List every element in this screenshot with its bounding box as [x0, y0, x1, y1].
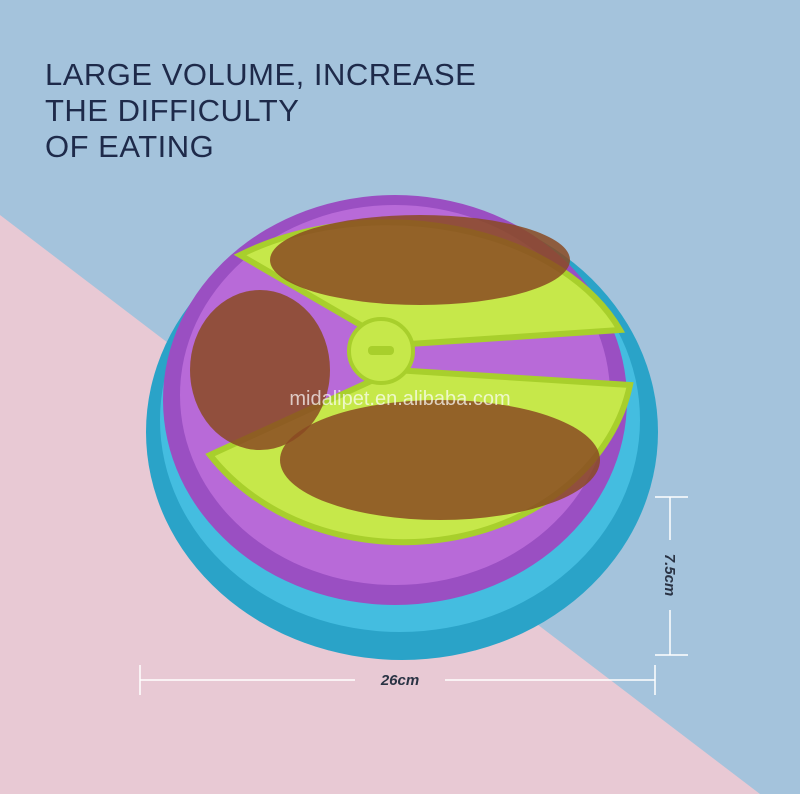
- heading-line: OF EATING: [45, 129, 214, 164]
- bone-icon: [368, 346, 394, 355]
- watermark: midalipet.en.alibaba.com: [289, 388, 510, 410]
- height-label: 7.5cm: [661, 554, 678, 597]
- feeder-bowl: [146, 195, 658, 660]
- width-dimension: [139, 665, 656, 695]
- width-label: 26cm: [380, 672, 419, 689]
- heading-line: LARGE VOLUME, INCREASE: [45, 57, 476, 92]
- height-dimension: [655, 496, 688, 656]
- heading-line: THE DIFFICULTY: [45, 93, 299, 128]
- kibble: [190, 215, 600, 520]
